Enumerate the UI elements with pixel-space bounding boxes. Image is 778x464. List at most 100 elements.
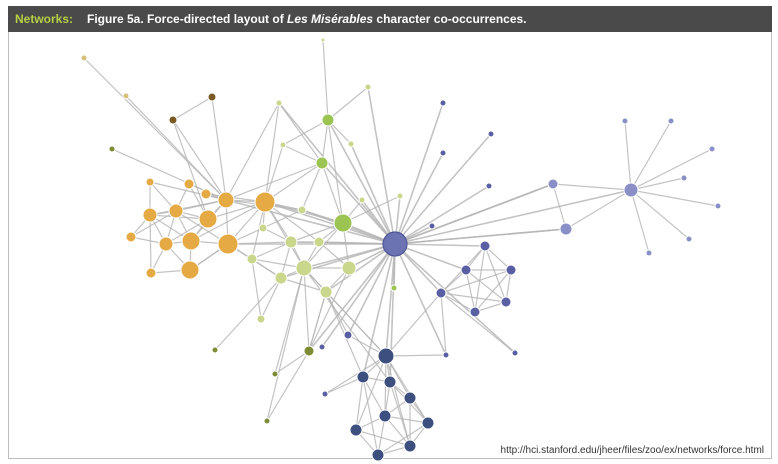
network-node[interactable] — [297, 205, 307, 215]
network-node[interactable] — [378, 409, 392, 423]
network-node[interactable] — [321, 113, 335, 127]
network-node[interactable] — [511, 349, 519, 357]
network-node[interactable] — [319, 285, 333, 299]
network-node[interactable] — [108, 145, 116, 153]
network-node[interactable] — [390, 284, 398, 292]
network-node[interactable] — [321, 390, 329, 398]
network-node[interactable] — [667, 117, 675, 125]
network-edge — [624, 120, 632, 191]
network-node[interactable] — [371, 448, 385, 462]
network-node[interactable] — [254, 191, 276, 213]
network-node[interactable] — [500, 296, 512, 308]
network-node[interactable] — [349, 423, 363, 437]
network-edge — [211, 96, 227, 201]
network-edge — [552, 183, 567, 230]
network-node[interactable] — [382, 231, 408, 257]
network-node[interactable] — [341, 260, 357, 276]
network-node[interactable] — [460, 264, 472, 276]
network-edge — [385, 355, 429, 424]
network-node[interactable] — [680, 174, 688, 182]
network-edge — [321, 162, 344, 224]
network-node[interactable] — [284, 235, 298, 249]
network-node[interactable] — [364, 83, 372, 91]
network-node[interactable] — [559, 222, 573, 236]
network-node[interactable] — [181, 231, 201, 251]
network-node[interactable] — [217, 233, 239, 255]
network-node[interactable] — [421, 416, 435, 430]
network-node[interactable] — [145, 267, 157, 279]
network-node[interactable] — [168, 203, 184, 219]
network-node[interactable] — [125, 231, 137, 243]
network-node[interactable] — [403, 439, 417, 453]
network-node[interactable] — [708, 145, 716, 153]
network-node[interactable] — [685, 235, 693, 243]
network-edge — [385, 243, 396, 357]
network-node[interactable] — [180, 260, 200, 280]
network-edge — [130, 210, 177, 238]
network-edge — [355, 355, 387, 431]
network-node[interactable] — [439, 149, 447, 157]
network-edge — [264, 201, 396, 245]
network-node[interactable] — [333, 213, 353, 233]
network-node[interactable] — [358, 196, 366, 204]
network-node[interactable] — [207, 92, 217, 102]
network-node[interactable] — [428, 222, 436, 230]
network-node[interactable] — [315, 156, 329, 170]
network-node[interactable] — [279, 141, 287, 149]
network-node[interactable] — [469, 306, 481, 318]
network-edge — [377, 415, 386, 456]
network-node[interactable] — [439, 99, 447, 107]
network-node[interactable] — [217, 191, 235, 209]
source-url: http://hci.stanford.edu/jheer/files/zoo/… — [500, 445, 764, 456]
network-edge — [465, 269, 507, 303]
network-node[interactable] — [263, 417, 271, 425]
network-node[interactable] — [158, 236, 174, 252]
network-edge — [630, 177, 685, 191]
network-node[interactable] — [479, 240, 491, 252]
network-node[interactable] — [122, 92, 130, 100]
network-edge — [321, 119, 329, 164]
network-node[interactable] — [485, 182, 493, 190]
network-node[interactable] — [142, 207, 158, 223]
network-edge — [474, 245, 486, 313]
network-node[interactable] — [258, 223, 268, 233]
network-node[interactable] — [246, 253, 258, 265]
network-node[interactable] — [435, 287, 447, 299]
network-node[interactable] — [80, 54, 88, 62]
network-node[interactable] — [623, 182, 639, 198]
network-node[interactable] — [168, 115, 178, 125]
network-edge — [630, 148, 713, 191]
network-node[interactable] — [313, 236, 325, 248]
network-node[interactable] — [200, 188, 212, 200]
network-node[interactable] — [271, 370, 279, 378]
network-node[interactable] — [320, 37, 326, 43]
network-node[interactable] — [714, 202, 722, 210]
network-node[interactable] — [318, 343, 326, 351]
network-node[interactable] — [403, 391, 417, 405]
network-edge — [565, 189, 632, 230]
network-node[interactable] — [487, 130, 495, 138]
network-edge — [190, 201, 266, 242]
network-node[interactable] — [547, 178, 559, 190]
network-node[interactable] — [183, 178, 195, 190]
network-node[interactable] — [505, 264, 517, 276]
network-node[interactable] — [356, 370, 370, 384]
network-node[interactable] — [442, 351, 450, 359]
network-node[interactable] — [343, 330, 353, 340]
network-node[interactable] — [145, 177, 155, 187]
network-node[interactable] — [256, 314, 266, 324]
network-node[interactable] — [377, 347, 395, 365]
network-edge — [440, 292, 516, 354]
network-node[interactable] — [295, 259, 313, 277]
network-node[interactable] — [383, 375, 397, 389]
network-node[interactable] — [645, 249, 653, 257]
network-node[interactable] — [347, 140, 355, 148]
network-node[interactable] — [274, 271, 288, 285]
network-node[interactable] — [198, 209, 218, 229]
network-node[interactable] — [211, 346, 219, 354]
network-node[interactable] — [303, 345, 315, 357]
network-node[interactable] — [396, 192, 404, 200]
network-node[interactable] — [275, 99, 283, 107]
network-node[interactable] — [621, 117, 629, 125]
